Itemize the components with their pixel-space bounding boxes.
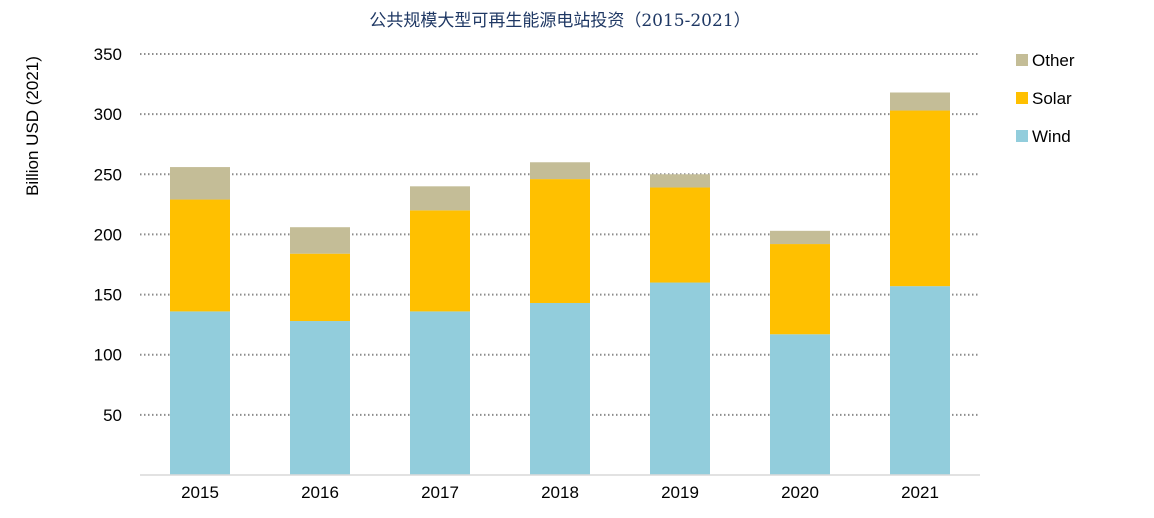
x-tick-label: 2019 <box>661 483 699 502</box>
bar-solar-2016 <box>290 253 350 322</box>
bar-wind-2019 <box>650 282 710 475</box>
bar-wind-2020 <box>770 334 830 475</box>
bar-wind-2016 <box>290 321 350 475</box>
bar-solar-2019 <box>650 187 710 283</box>
legend-label-wind: Wind <box>1032 127 1071 146</box>
y-tick-label: 300 <box>94 105 122 124</box>
bar-wind-2017 <box>410 311 470 475</box>
chart-title: 公共规模大型可再生能源电站投资（2015-2021） <box>369 11 750 31</box>
y-tick-label: 50 <box>103 406 122 425</box>
x-tick-label: 2020 <box>781 483 819 502</box>
x-tick-label: 2021 <box>901 483 939 502</box>
bars <box>170 92 950 475</box>
bar-solar-2020 <box>770 244 830 335</box>
x-axis-ticks: 2015 2016 2017 2018 2019 2020 2021 <box>181 483 939 502</box>
y-tick-label: 150 <box>94 286 122 305</box>
y-axis-ticks: 50 100 150 200 250 300 350 <box>94 45 122 425</box>
bar-other-2015 <box>170 167 230 200</box>
y-tick-label: 200 <box>94 225 122 244</box>
bar-wind-2021 <box>890 286 950 475</box>
bar-wind-2018 <box>530 302 590 475</box>
bar-other-2016 <box>290 227 350 254</box>
bar-other-2021 <box>890 92 950 111</box>
y-tick-label: 350 <box>94 45 122 64</box>
x-tick-label: 2017 <box>421 483 459 502</box>
legend-swatch-other <box>1016 54 1028 66</box>
x-tick-label: 2016 <box>301 483 339 502</box>
x-tick-label: 2015 <box>181 483 219 502</box>
x-tick-label: 2018 <box>541 483 579 502</box>
legend-swatch-wind <box>1016 130 1028 142</box>
bar-other-2018 <box>530 162 590 180</box>
bar-solar-2021 <box>890 110 950 287</box>
bar-wind-2015 <box>170 311 230 475</box>
bar-solar-2015 <box>170 199 230 312</box>
bar-other-2020 <box>770 230 830 245</box>
legend: Other Solar Wind <box>1016 51 1075 146</box>
bar-other-2019 <box>650 174 710 188</box>
bar-other-2017 <box>410 186 470 211</box>
legend-swatch-solar <box>1016 92 1028 104</box>
bar-solar-2018 <box>530 179 590 303</box>
y-tick-label: 100 <box>94 346 122 365</box>
bar-solar-2017 <box>410 210 470 312</box>
legend-label-solar: Solar <box>1032 89 1072 108</box>
y-tick-label: 250 <box>94 165 122 184</box>
y-axis-label: Billion USD (2021) <box>23 56 42 196</box>
legend-label-other: Other <box>1032 51 1075 70</box>
